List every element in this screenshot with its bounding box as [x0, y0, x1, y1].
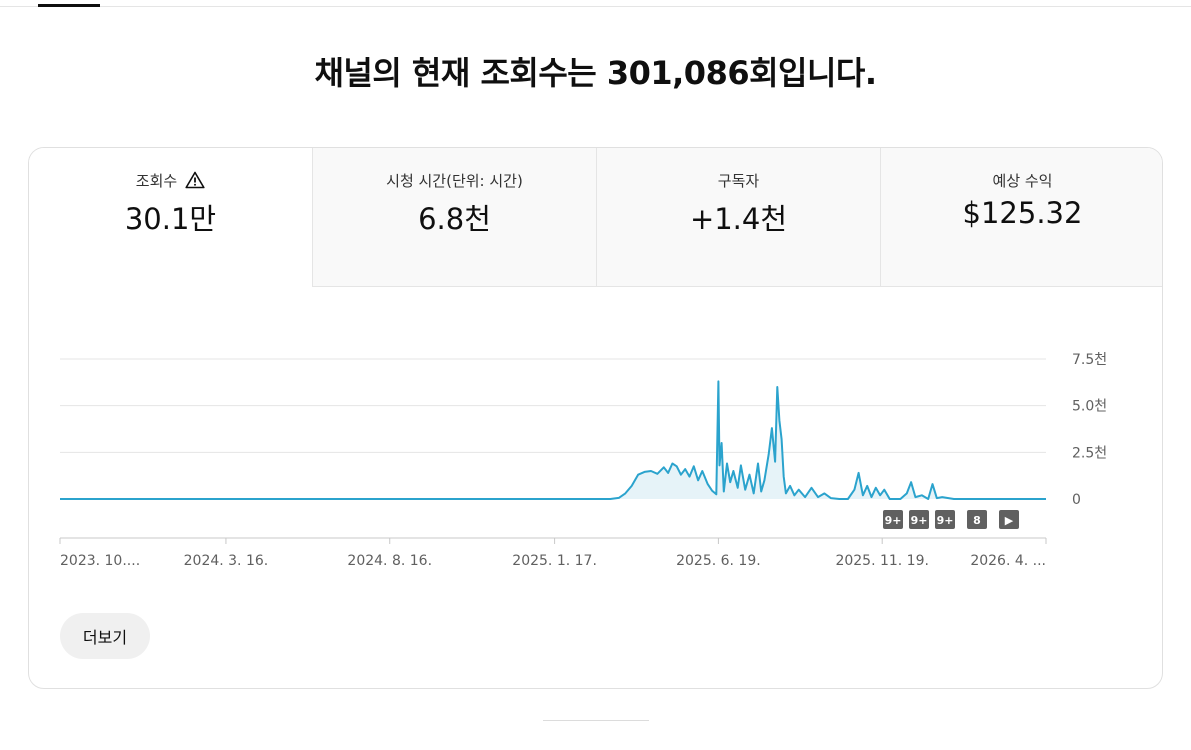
x-tick-label: 2023. 10....	[60, 553, 140, 569]
metric-value: 30.1만	[124, 202, 217, 236]
x-tick-label: 2025. 6. 19.	[676, 553, 761, 569]
video-count-marker[interactable]: 9+	[935, 510, 955, 529]
x-tick-label: 2024. 8. 16.	[347, 553, 432, 569]
play-marker-icon[interactable]: ▶	[999, 510, 1019, 529]
bottom-divider	[543, 720, 649, 721]
active-tab-indicator	[38, 4, 100, 7]
marker-label: 9+	[937, 514, 954, 527]
metric-label: 예상 수익	[992, 171, 1053, 190]
video-count-marker[interactable]: 9+	[909, 510, 929, 529]
marker-badge	[909, 510, 929, 529]
x-tick-label: 2025. 11. 19.	[835, 553, 929, 569]
top-divider	[0, 6, 1191, 7]
views-chart: 0 2.5천 5.0천 7.5천 2023. 10.... 2024. 3. 16. 202…	[59, 352, 1107, 569]
warning-icon[interactable]	[185, 171, 205, 189]
metric-label: 시청 시간(단위: 시간)	[386, 171, 523, 190]
x-tick-label: 2024. 3. 16.	[184, 553, 269, 569]
x-tick-label: 2025. 1. 17.	[512, 553, 597, 569]
marker-badge	[935, 510, 955, 529]
series-area	[60, 381, 1046, 499]
metric-tabs: 조회수 30.1만 시청 시간(단위: 시간) 6.8천 구독자 +1.4천	[29, 148, 1162, 287]
y-tick-label: 0	[1072, 492, 1081, 508]
metric-tab-revenue[interactable]: 예상 수익 $125.32	[880, 148, 1162, 287]
marker-badge	[883, 510, 903, 529]
page-title: 채널의 현재 조회수는 301,086회입니다.	[314, 54, 877, 92]
marker-badge	[999, 510, 1019, 529]
marker-label: 9+	[911, 514, 928, 527]
metric-tab-subscribers[interactable]: 구독자 +1.4천	[596, 148, 880, 287]
marker-label: 9+	[885, 514, 902, 527]
metric-value: +1.4천	[689, 202, 788, 236]
marker-badge	[967, 510, 987, 529]
metric-tab-views[interactable]: 조회수 30.1만	[29, 148, 312, 287]
x-tick-label: 2026. 4. ...	[970, 553, 1046, 569]
y-tick-label: 2.5천	[1072, 445, 1107, 461]
video-count-marker[interactable]: 9+	[883, 510, 903, 529]
series-line	[60, 380, 1046, 500]
video-count-marker[interactable]: 8	[967, 510, 987, 529]
marker-label: ▶	[1005, 514, 1014, 527]
metric-value: 6.8천	[418, 202, 491, 236]
see-more-button[interactable]: 더보기	[60, 613, 150, 659]
marker-label: 8	[973, 514, 981, 527]
metric-tab-watch-time[interactable]: 시청 시간(단위: 시간) 6.8천	[312, 148, 596, 287]
metric-label: 구독자	[717, 171, 760, 190]
y-tick-label: 7.5천	[1072, 352, 1107, 368]
metric-value: $125.32	[962, 196, 1083, 230]
metric-label: 조회수	[135, 171, 178, 190]
analytics-card: 조회수 30.1만 시청 시간(단위: 시간) 6.8천 구독자 +1.4천	[28, 147, 1163, 689]
y-tick-label: 5.0천	[1072, 399, 1107, 415]
